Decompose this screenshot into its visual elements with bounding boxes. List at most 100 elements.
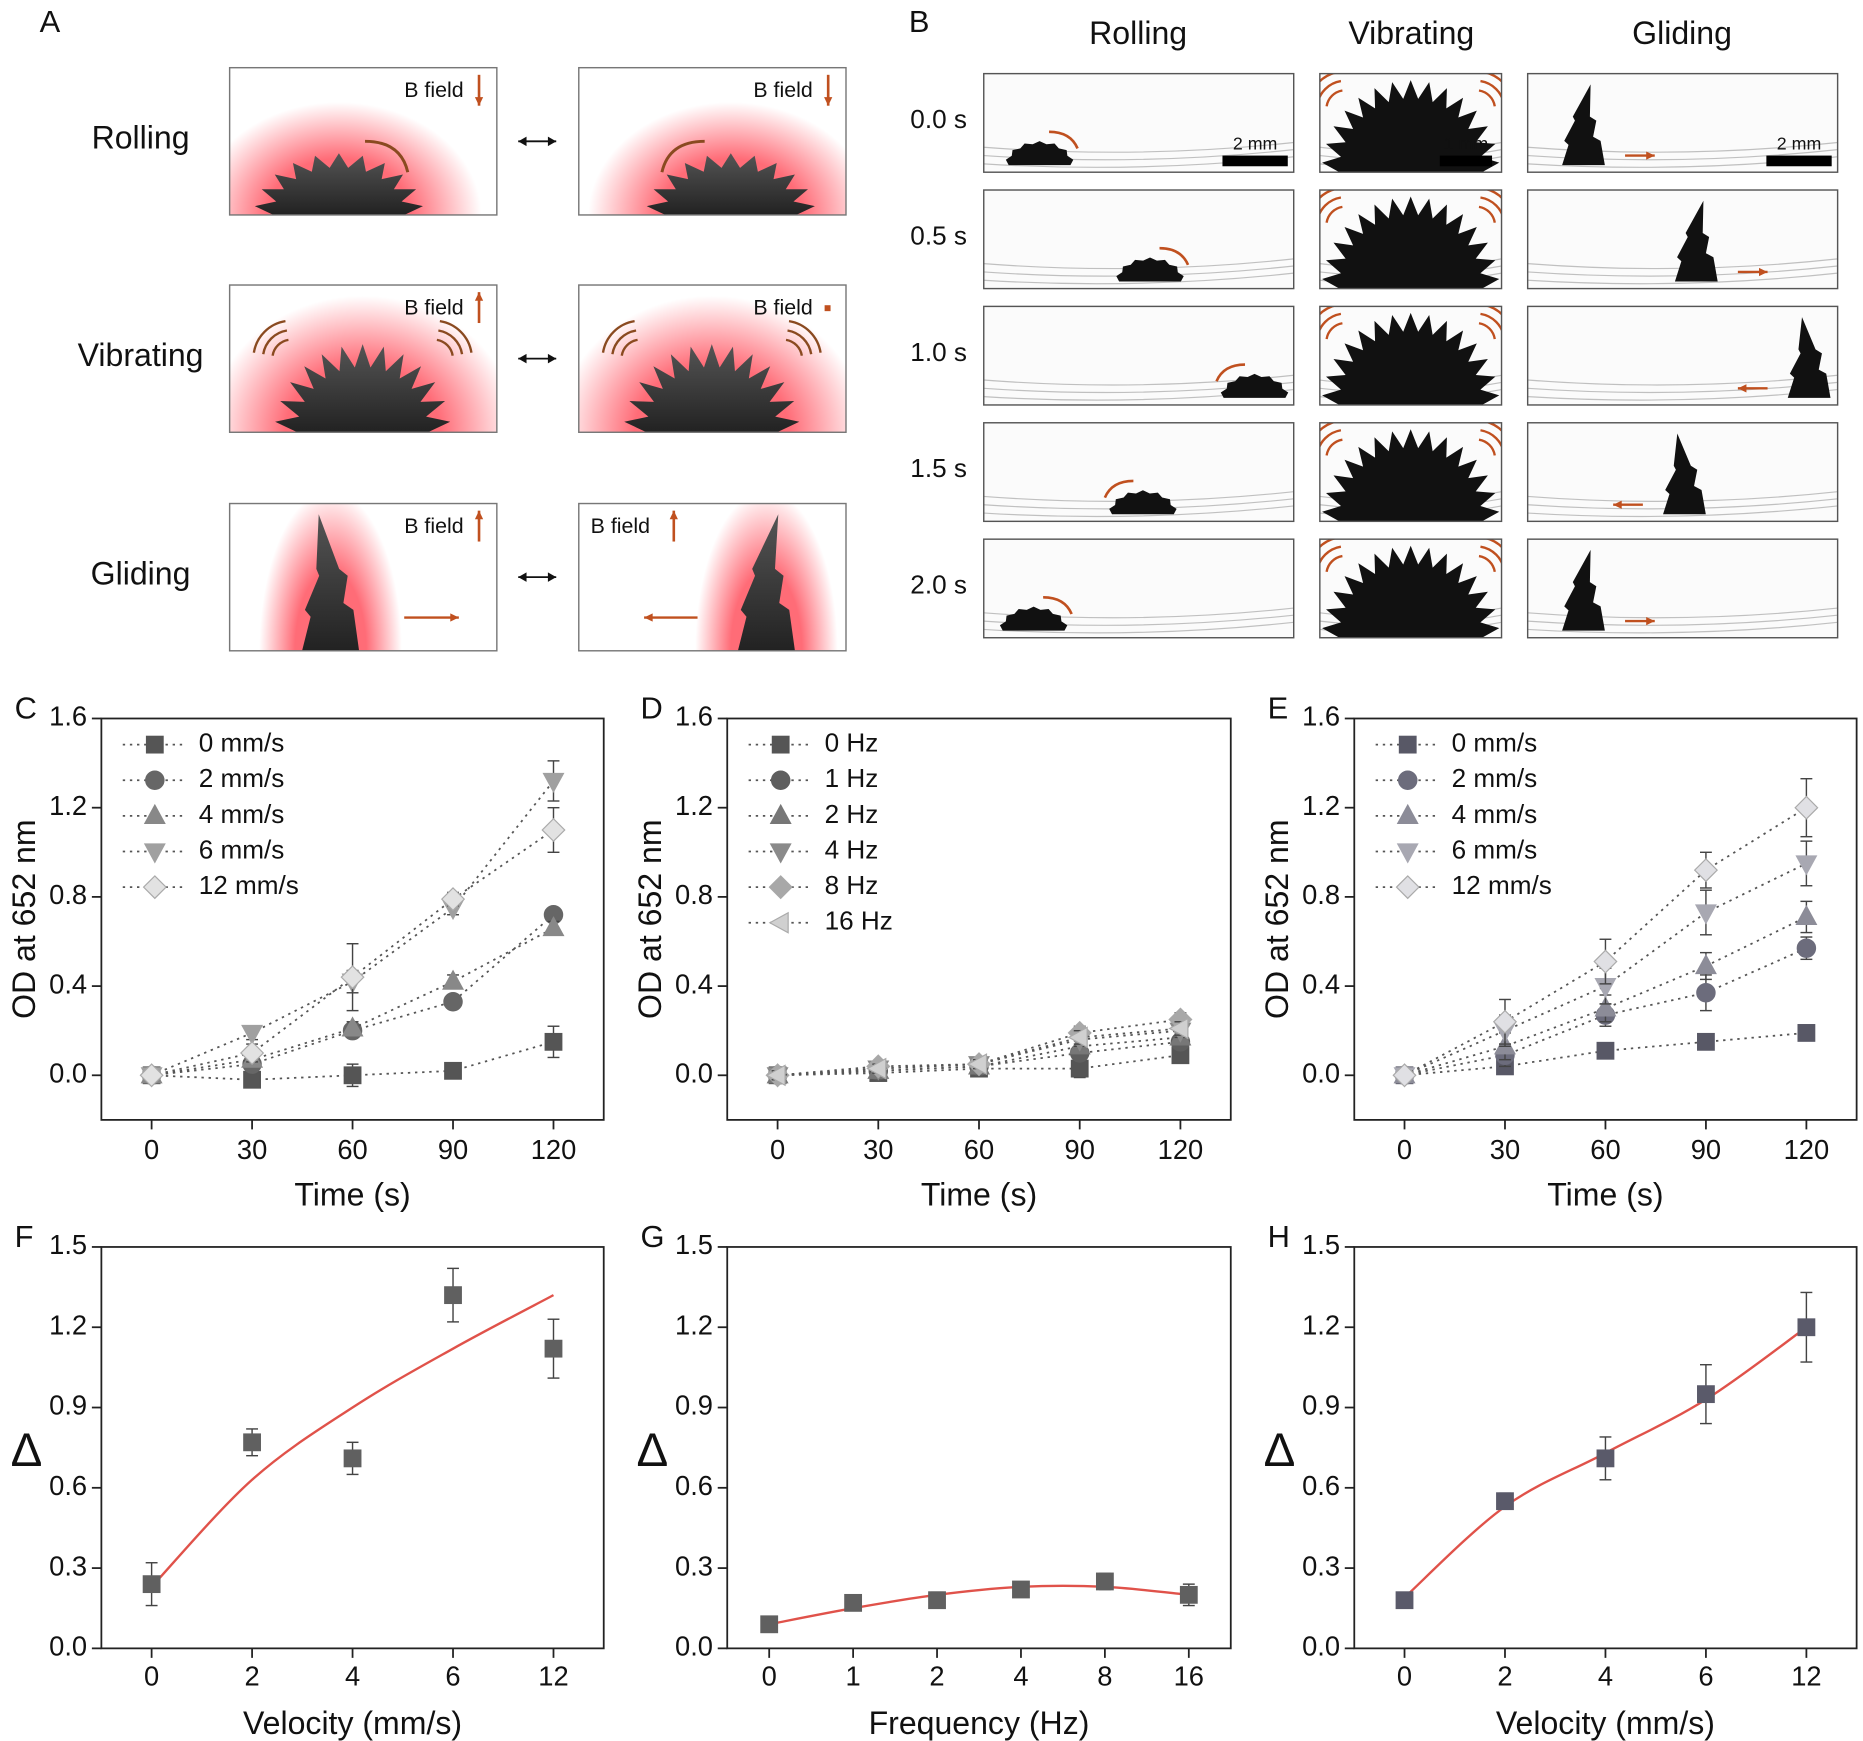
- robot-image: [1322, 312, 1500, 405]
- y-tick-label: 0.8: [1302, 879, 1340, 910]
- x-tick-label: 16: [1174, 1660, 1204, 1691]
- legend-label: 4 mm/s: [1452, 799, 1538, 829]
- robot-image: [1322, 80, 1500, 173]
- frame-border: [1526, 305, 1839, 406]
- marker: [769, 843, 792, 864]
- x-tick-label: 8: [1097, 1660, 1112, 1691]
- arrow-head: [518, 136, 527, 147]
- panel-label: F: [15, 1219, 34, 1254]
- motion-arc: [1478, 322, 1496, 340]
- marker: [1392, 1063, 1417, 1088]
- robot: [737, 514, 795, 651]
- x-tick-label: 90: [438, 1134, 468, 1165]
- arrow-head: [824, 97, 833, 106]
- marker: [142, 875, 167, 900]
- motion-arc: [252, 319, 286, 353]
- column-label: Vibrating: [1348, 15, 1474, 51]
- arrow-head: [669, 510, 678, 520]
- clipped-group: [983, 190, 1294, 289]
- substrate-line: [1527, 505, 1838, 518]
- scene-frame: [578, 502, 847, 652]
- marker: [1398, 735, 1417, 754]
- marker: [1696, 983, 1716, 1003]
- column-label: Rolling: [1089, 15, 1187, 51]
- marker: [1168, 1017, 1189, 1040]
- rotation-arrow: [1159, 246, 1190, 266]
- frame-border: [1319, 305, 1503, 406]
- clipped-group: [983, 306, 1294, 405]
- legend-label: 6 mm/s: [199, 834, 285, 864]
- marker: [1797, 1024, 1816, 1042]
- field-label: B field: [404, 78, 463, 102]
- marker: [145, 735, 164, 754]
- motion-arc: [1480, 312, 1502, 333]
- robot: [646, 153, 815, 215]
- y-tick-label: 1.5: [49, 1229, 87, 1260]
- y-tick-label: 0.4: [675, 968, 713, 999]
- y-tick-label: 0.0: [675, 1058, 713, 1089]
- marker: [544, 1032, 563, 1051]
- y-axis-label: OD at 652 nm: [1259, 819, 1295, 1019]
- arrow-head: [1646, 151, 1655, 160]
- motion-arc: [787, 329, 813, 355]
- legend-label: 2 mm/s: [1452, 763, 1538, 793]
- marker: [765, 1064, 786, 1087]
- x-tick-label: 120: [1784, 1134, 1830, 1165]
- y-tick-label: 0.0: [675, 1631, 713, 1662]
- marker: [1593, 949, 1618, 974]
- field-label: B field: [591, 514, 650, 538]
- y-tick-label: 0.9: [675, 1390, 713, 1421]
- y-tick-label: 0.3: [1302, 1550, 1340, 1581]
- motion-arc: [262, 329, 288, 355]
- clipped-group: [1319, 422, 1502, 522]
- arrow-head: [474, 292, 484, 301]
- x-tick-label: 4: [1013, 1660, 1028, 1691]
- field-dot: [824, 305, 831, 312]
- arrow-head: [1759, 267, 1768, 277]
- x-tick-label: 60: [1590, 1134, 1620, 1165]
- time-label: 0.0 s: [910, 104, 967, 134]
- motion-arc: [601, 319, 635, 353]
- panel-label: D: [641, 690, 663, 725]
- y-axis-label: Δ: [1264, 1424, 1296, 1477]
- frame-border: [1526, 189, 1839, 290]
- y-tick-label: 0.6: [1302, 1470, 1340, 1501]
- scene-frame: [228, 502, 498, 652]
- robot-image: [1562, 84, 1605, 166]
- marker: [1396, 803, 1419, 824]
- x-tick-label: 90: [1065, 1134, 1095, 1165]
- clipped-group: [1527, 539, 1838, 638]
- marker: [343, 1449, 362, 1468]
- legend-label: 6 mm/s: [1452, 834, 1538, 864]
- robot-image: [1674, 200, 1718, 282]
- legend-label: 2 Hz: [825, 799, 879, 829]
- legend-label: 12 mm/s: [199, 870, 299, 900]
- marker: [768, 911, 789, 934]
- y-tick-label: 0.3: [49, 1550, 87, 1581]
- marker: [142, 1575, 161, 1594]
- y-tick-label: 0.0: [49, 1631, 87, 1662]
- scale-bar-label: 1 mm: [1444, 134, 1488, 154]
- time-label: 1.0 s: [910, 337, 967, 367]
- motion-arc: [436, 338, 454, 356]
- series-line: [1404, 1032, 1807, 1077]
- marker: [1797, 1318, 1816, 1337]
- marker: [240, 1040, 265, 1066]
- frame-border: [1319, 422, 1503, 523]
- robot: [275, 344, 451, 433]
- frame-border: [983, 305, 1295, 406]
- clipped-group: [1319, 190, 1502, 289]
- panel-label: B: [909, 4, 930, 39]
- robot-image: [1322, 429, 1500, 522]
- x-axis-label: Time (s): [294, 1177, 410, 1213]
- frame-border: [983, 72, 1295, 173]
- x-tick-label: 30: [1490, 1134, 1520, 1165]
- x-axis-label: Time (s): [1547, 1177, 1663, 1213]
- row-label: Gliding: [91, 555, 191, 591]
- marker: [1496, 1492, 1514, 1511]
- motion-arc: [271, 338, 289, 356]
- motion-arc: [1478, 554, 1496, 573]
- legend-label: 16 Hz: [825, 906, 893, 936]
- marker: [1694, 953, 1717, 975]
- clipped-group: [578, 503, 846, 651]
